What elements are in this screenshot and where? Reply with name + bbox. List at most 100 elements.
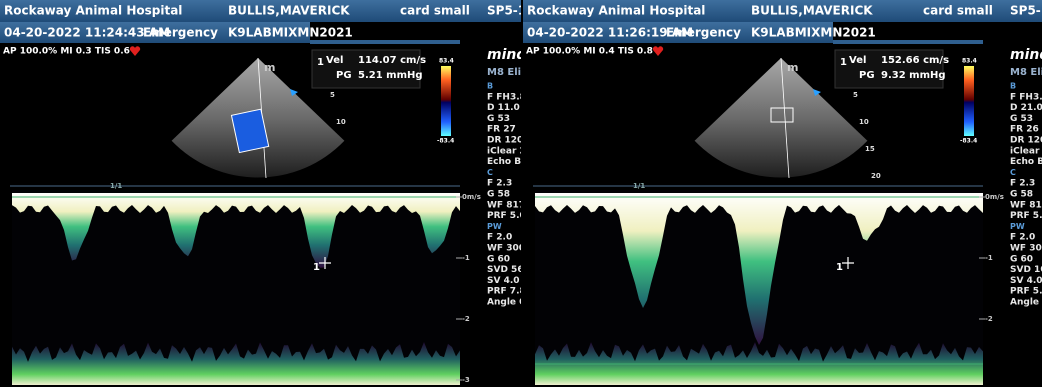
scale-label: -2 (462, 315, 470, 323)
vel-label: Vel (326, 55, 343, 66)
param: Angle 0° (1010, 298, 1042, 308)
param-group: PW (1010, 222, 1025, 231)
patient-id: K9LABMIXMN2021 (228, 26, 353, 40)
exam: Emergency (666, 26, 741, 40)
clinic-name: Rockaway Animal Hospital (4, 4, 182, 18)
sweep-label: 1/1 (633, 182, 645, 190)
param: iClear 2 (487, 146, 521, 156)
vel-value: 152.66 cm/s (881, 55, 949, 66)
param: G 60 (1010, 254, 1033, 264)
model: M8 Elite (487, 67, 521, 78)
scale-label: -2 (985, 315, 993, 323)
scale-label: -1 (462, 254, 470, 262)
param: F FH3.8 (1010, 92, 1042, 102)
measurement-box (834, 49, 944, 89)
param: Echo Boo (487, 157, 521, 167)
scale-label: -3 (462, 376, 470, 384)
focus-arrow (813, 89, 821, 96)
panel: Rockaway Animal Hospital BULLIS,MAVERICK c… (0, 0, 521, 385)
param: WF 817 (1010, 200, 1042, 210)
brand: mindr (1010, 47, 1042, 63)
panel-view: Rockaway Animal Hospital BULLIS,MAVERICK c… (0, 0, 521, 385)
param: SV 4.0 (487, 276, 520, 286)
scale-label: 0m/s (985, 193, 1004, 201)
probe-mark: m (264, 61, 275, 74)
preset: card small (923, 4, 993, 18)
param: F 2.3 (487, 179, 512, 189)
patient-name: BULLIS,MAVERICK (228, 4, 350, 18)
panel: Rockaway Animal Hospital BULLIS,MAVERICK c… (523, 0, 1042, 387)
doppler-spectrum (535, 193, 983, 345)
focus-arrow (290, 89, 298, 96)
power-info: AP 100.0% MI 0.3 TIS 0.6 (3, 47, 130, 57)
depth-label: 10 (336, 118, 346, 126)
probe: SP5-1s (1010, 4, 1042, 18)
cursor-label: 1 (313, 262, 320, 273)
param: DR 120 (1010, 136, 1042, 146)
param: SVD 104 (1010, 265, 1042, 275)
pg-label: PG (859, 70, 875, 81)
power-info: AP 100.0% MI 0.4 TIS 0.8 (526, 47, 653, 57)
param: F 2.0 (1010, 233, 1035, 243)
param: G 53 (487, 114, 510, 124)
probe-mark: m (787, 61, 798, 74)
param: PRF 5.7k (1010, 287, 1042, 297)
param: PRF 5.0k (1010, 211, 1042, 221)
measurement-box (311, 49, 421, 89)
param: FR 27 (487, 125, 516, 135)
color-bar-bottom: -83.4 (437, 138, 454, 145)
color-bar (441, 66, 451, 136)
heart-icon (129, 46, 141, 56)
patient-id: K9LABMIXMN2021 (751, 26, 876, 40)
param: iClear 2 (1010, 146, 1042, 156)
cursor-label: 1 (836, 262, 843, 273)
depth-label: 5 (330, 91, 335, 99)
param: G 60 (487, 254, 510, 264)
param-group: PW (487, 222, 502, 231)
param: SV 4.0 (1010, 276, 1042, 286)
color-bar-bottom: -83.4 (960, 138, 977, 145)
color-box (230, 108, 270, 154)
color-bar (964, 66, 974, 136)
depth-label: 10 (859, 118, 869, 126)
header-bar (523, 0, 1042, 22)
param: G 53 (1010, 114, 1033, 124)
header-bar (833, 40, 983, 44)
pg-label: PG (336, 70, 352, 81)
cursor-cross (319, 257, 331, 269)
color-bar-top: 83.4 (962, 58, 977, 65)
param-group: B (487, 82, 493, 91)
scale-label: 0m/s (462, 193, 481, 201)
vel-value: 114.07 cm/s (358, 55, 426, 66)
heart-icon (652, 46, 664, 56)
doppler-baseline-noise (12, 342, 460, 385)
param: G 58 (487, 190, 510, 200)
color-bar-top: 83.4 (439, 58, 454, 65)
vel-label: Vel (849, 55, 866, 66)
measure-index: 1 (840, 57, 847, 68)
depth-label: 15 (865, 145, 875, 153)
pg-value: 5.21 mmHg (358, 70, 423, 81)
exam: Emergency (143, 26, 218, 40)
pg-value: 9.32 mmHg (881, 70, 946, 81)
param: PRF 7.8k (487, 287, 521, 297)
header-bar (0, 22, 310, 43)
param: D 11.0 (487, 103, 520, 113)
patient-name: BULLIS,MAVERICK (751, 4, 873, 18)
param: WF 300 (487, 244, 521, 254)
preset: card small (400, 4, 470, 18)
brand: mindr (487, 47, 521, 63)
sample-box (770, 107, 794, 123)
param: F 2.0 (487, 233, 512, 243)
param-group: C (487, 168, 493, 177)
doppler-spectrum (12, 193, 460, 268)
probe: SP5-1s (487, 4, 521, 18)
scale-label: -1 (985, 254, 993, 262)
param: WF 817 (487, 200, 521, 210)
param: WF 300 (1010, 244, 1042, 254)
param: D 21.0 (1010, 103, 1042, 113)
header-bar (0, 0, 521, 22)
header-bar (523, 22, 833, 43)
clinic-name: Rockaway Animal Hospital (527, 4, 705, 18)
